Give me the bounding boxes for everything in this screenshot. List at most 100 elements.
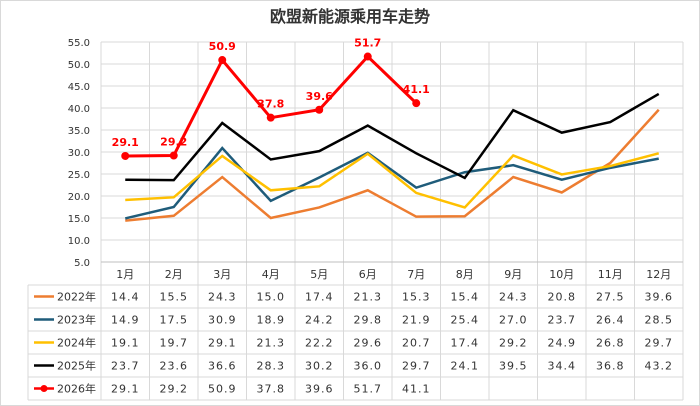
- y-tick-label: 50.0: [68, 60, 90, 71]
- table-value: 21.9: [402, 314, 431, 327]
- table-value: 29.1: [111, 383, 140, 396]
- table-value: 29.2: [499, 337, 528, 350]
- data-label: 37.8: [257, 98, 284, 111]
- legend-entry: 2023年: [57, 313, 96, 327]
- legend-entry: 2024年: [57, 336, 96, 350]
- table-value: 17.4: [451, 337, 480, 350]
- table-value: 29.2: [160, 383, 189, 396]
- table-value: 30.2: [305, 360, 334, 373]
- table-value: 21.3: [354, 291, 383, 304]
- data-point: [218, 56, 227, 65]
- table-value: 28.3: [257, 360, 286, 373]
- table-value: 24.9: [548, 337, 577, 350]
- table-value: 27.0: [499, 314, 528, 327]
- table-value: 26.8: [596, 337, 625, 350]
- table-value: 17.5: [160, 314, 189, 327]
- table-value: 23.7: [548, 314, 577, 327]
- data-label: 51.7: [354, 37, 381, 50]
- table-value: 39.5: [499, 360, 528, 373]
- y-tick-label: 25.0: [68, 170, 90, 181]
- x-tick-label: 2月: [165, 268, 183, 281]
- table-value: 19.7: [160, 337, 189, 350]
- data-label: 50.9: [209, 40, 236, 53]
- y-tick-label: 45.0: [68, 82, 90, 93]
- table-value: 14.4: [111, 291, 140, 304]
- y-tick-label: 55.0: [68, 38, 90, 49]
- y-tick-label: 20.0: [68, 192, 90, 203]
- legend-marker: [40, 385, 48, 392]
- data-point: [169, 151, 178, 160]
- x-tick-label: 7月: [407, 268, 425, 281]
- data-label: 41.1: [403, 83, 430, 96]
- table-value: 26.4: [596, 314, 625, 327]
- data-point: [315, 105, 324, 114]
- table-value: 29.7: [645, 337, 674, 350]
- x-tick-label: 6月: [359, 268, 377, 281]
- data-table: 1月 2月 3月 4月 5月 6月 7月 8月 9月 10月 11月 12月 2022年 14.4 15.5…: [34, 268, 674, 396]
- series-line: [125, 108, 660, 222]
- y-axis: 5.0 10.0 15.0 20.0 25.0 30.0 35.0 40.0 45.0 50.0 5…: [68, 38, 90, 269]
- table-value: 14.9: [111, 314, 140, 327]
- table-value: 17.4: [305, 291, 334, 304]
- series-line: [125, 152, 660, 209]
- table-value: 43.2: [645, 360, 674, 373]
- table-value: 20.8: [548, 291, 577, 304]
- table-value: 21.3: [257, 337, 286, 350]
- data-label: 39.6: [306, 90, 333, 103]
- legend-entry: 2025年: [57, 359, 96, 373]
- table-value: 25.4: [451, 314, 480, 327]
- grid: [27, 41, 684, 401]
- y-tick-label: 35.0: [68, 126, 90, 137]
- table-value: 24.3: [499, 291, 528, 304]
- table-value: 29.1: [208, 337, 237, 350]
- table-value: 41.1: [402, 383, 431, 396]
- table-value: 51.7: [354, 383, 383, 396]
- x-tick-label: 5月: [310, 268, 328, 281]
- y-tick-label: 30.0: [68, 148, 90, 159]
- table-value: 29.7: [402, 360, 431, 373]
- x-tick-label: 11月: [598, 268, 623, 281]
- table-value: 39.6: [305, 383, 334, 396]
- table-value: 24.2: [305, 314, 334, 327]
- table-value: 29.8: [354, 314, 383, 327]
- table-value: 36.8: [596, 360, 625, 373]
- series-line: [125, 92, 660, 182]
- table-value: 36.6: [208, 360, 237, 373]
- y-tick-label: 10.0: [68, 236, 90, 247]
- table-value: 36.0: [354, 360, 383, 373]
- table-value: 15.5: [160, 291, 189, 304]
- x-tick-label: 8月: [456, 268, 474, 281]
- x-tick-label: 10月: [549, 268, 574, 281]
- data-point: [412, 99, 421, 108]
- table-value: 20.7: [402, 337, 431, 350]
- x-tick-label: 12月: [646, 268, 671, 281]
- series-layer: [121, 52, 660, 222]
- table-value: 19.1: [111, 337, 140, 350]
- data-labels-layer: 29.1 29.2 50.9 37.8 39.6 51.7 41.1: [112, 37, 430, 149]
- table-value: 18.9: [257, 314, 286, 327]
- table-value: 15.0: [257, 291, 286, 304]
- x-tick-label: 9月: [504, 268, 522, 281]
- legend-entry: 2022年: [57, 290, 96, 304]
- table-value: 29.6: [354, 337, 383, 350]
- y-tick-label: 5.0: [74, 258, 90, 269]
- table-value: 30.9: [208, 314, 237, 327]
- data-point: [266, 113, 275, 122]
- data-label: 29.2: [160, 136, 187, 149]
- chart-title: 欧盟新能源乘用车走势: [270, 7, 430, 26]
- x-tick-label: 4月: [262, 268, 280, 281]
- legend-entry: 2026年: [57, 382, 96, 396]
- table-value: 50.9: [208, 383, 237, 396]
- series-line: [124, 146, 659, 220]
- table-value: 28.5: [645, 314, 674, 327]
- data-point: [363, 52, 372, 61]
- y-tick-label: 40.0: [68, 104, 90, 115]
- table-value: 22.2: [305, 337, 334, 350]
- table-value: 34.4: [548, 360, 577, 373]
- data-point: [121, 151, 130, 160]
- table-value: 39.6: [645, 291, 674, 304]
- x-tick-label: 1月: [116, 268, 134, 281]
- x-tick-label: 3月: [213, 268, 231, 281]
